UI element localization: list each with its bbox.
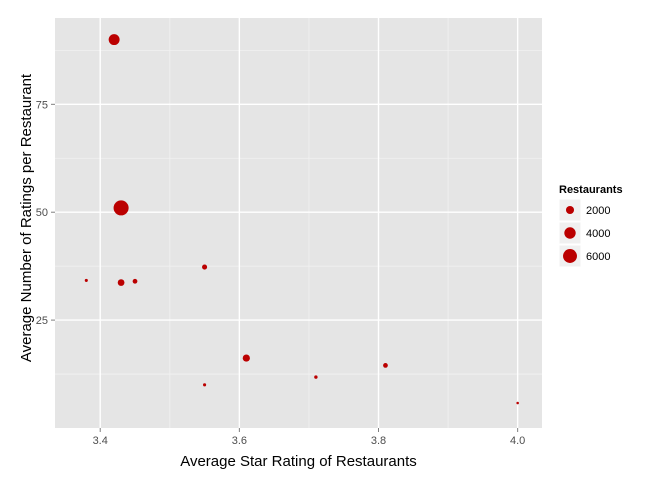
- data-point: [383, 363, 388, 368]
- data-point: [314, 375, 318, 379]
- data-point: [516, 401, 519, 405]
- y-tick-label: 50: [36, 207, 48, 219]
- x-tick-label: 3.4: [93, 435, 108, 447]
- x-axis-ticks: 3.4 3.6 3.8 4.0: [93, 428, 525, 447]
- legend-symbol: [565, 205, 575, 215]
- legend-label: 2000: [586, 205, 610, 217]
- x-tick-label: 4.0: [510, 435, 525, 447]
- data-point: [84, 278, 88, 282]
- legend-label: 4000: [586, 228, 610, 240]
- data-points: [84, 34, 519, 405]
- y-axis-title: Average Number of Ratings per Restaurant: [18, 73, 35, 362]
- y-tick-label: 25: [36, 315, 48, 327]
- grid-lines: [55, 18, 542, 428]
- y-axis-ticks: 25 50 75: [36, 99, 55, 327]
- legend-symbol: [563, 249, 577, 263]
- x-tick-label: 3.8: [371, 435, 386, 447]
- y-tick-label: 75: [36, 99, 48, 111]
- x-axis-title: Average Star Rating of Restaurants: [180, 453, 417, 470]
- data-point: [203, 383, 207, 387]
- x-tick-label: 3.6: [232, 435, 247, 447]
- legend-title: Restaurants: [559, 184, 623, 196]
- plot-panel: [55, 18, 542, 428]
- data-point: [132, 278, 138, 284]
- data-point: [108, 34, 120, 46]
- legend-items: 2000 4000 6000: [558, 198, 610, 268]
- data-point: [117, 279, 125, 286]
- legend: Restaurants 2000 4000 6000: [558, 184, 623, 268]
- legend-label: 6000: [586, 251, 610, 263]
- data-point: [113, 200, 129, 216]
- legend-symbol: [564, 227, 576, 239]
- data-point: [242, 354, 250, 362]
- data-point: [202, 264, 208, 270]
